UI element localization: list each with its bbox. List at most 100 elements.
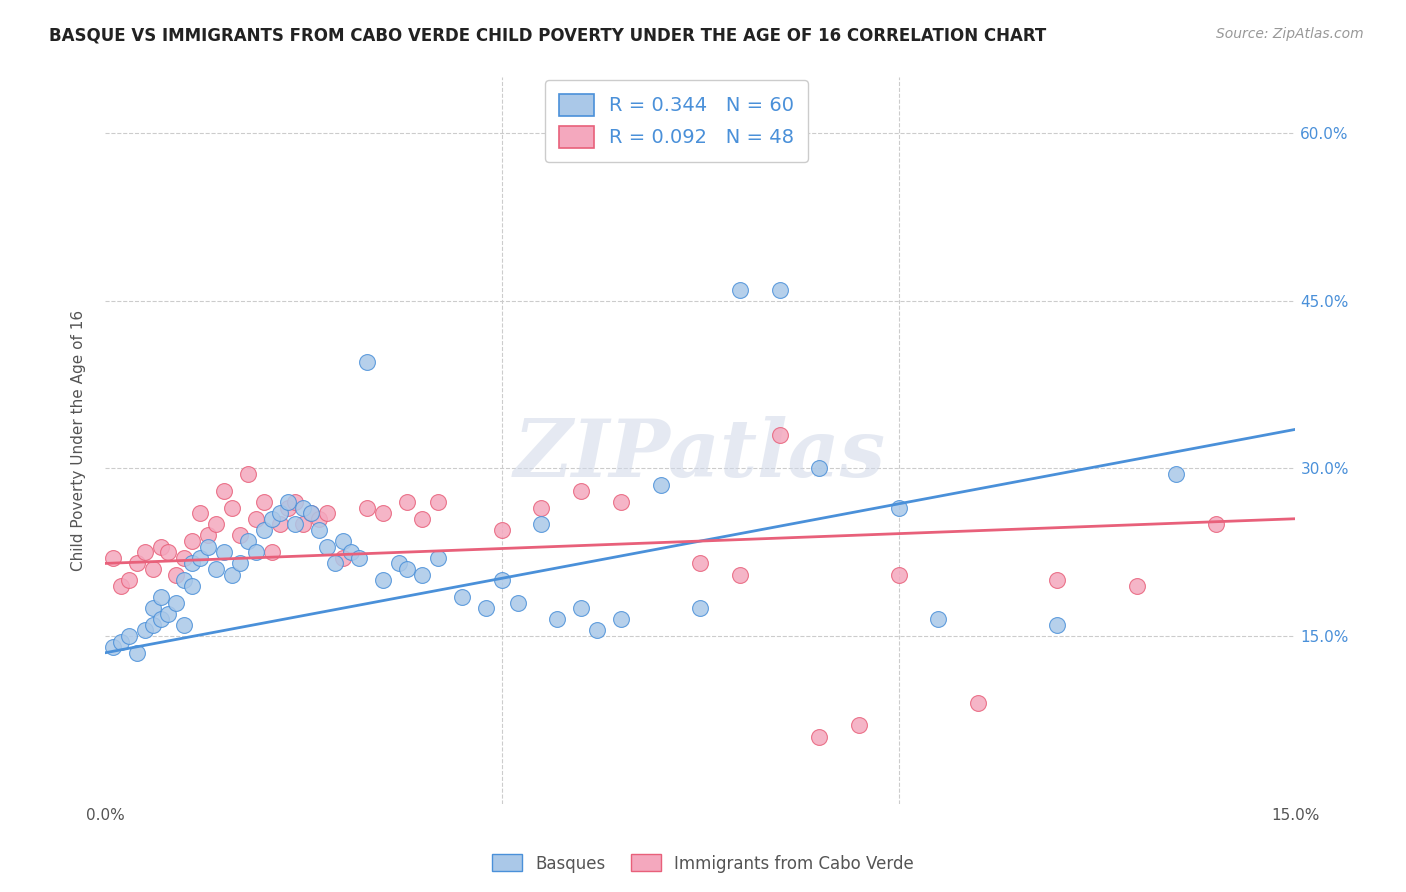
Point (292, 500, 315, 515)
Point (197, 540, 219, 554)
Point (356, 500, 378, 515)
Point (165, 595, 187, 609)
Point (134, 545, 156, 559)
Point (491, 573, 513, 587)
Point (236, 467, 259, 481)
Text: ZIPatlas: ZIPatlas (515, 417, 886, 494)
Point (205, 562, 228, 576)
Point (332, 550, 354, 565)
Point (253, 523, 276, 537)
Point (157, 545, 180, 559)
Point (142, 618, 165, 632)
Point (530, 500, 553, 515)
Point (1125, 579, 1147, 593)
Point (134, 624, 156, 638)
Point (650, 478, 672, 492)
Point (530, 517, 553, 532)
Point (284, 517, 307, 532)
Point (371, 573, 394, 587)
Point (157, 607, 180, 621)
Point (229, 528, 252, 542)
Point (316, 506, 339, 520)
Point (808, 461, 831, 475)
Point (125, 646, 148, 660)
Point (1166, 467, 1188, 481)
Point (308, 512, 330, 526)
Legend: Basques, Immigrants from Cabo Verde: Basques, Immigrants from Cabo Verde (485, 847, 921, 880)
Point (388, 557, 411, 571)
Point (142, 562, 165, 576)
Point (1046, 618, 1069, 632)
Point (173, 573, 195, 587)
Point (173, 618, 195, 632)
Point (475, 601, 498, 615)
Point (427, 495, 450, 509)
Point (269, 506, 291, 520)
Point (1046, 573, 1069, 587)
Point (188, 506, 211, 520)
Point (689, 601, 711, 615)
Legend: R = 0.344   N = 60, R = 0.092   N = 48: R = 0.344 N = 60, R = 0.092 N = 48 (546, 80, 808, 161)
Point (411, 512, 433, 526)
Point (967, 696, 990, 710)
Point (546, 612, 568, 626)
Point (149, 540, 172, 554)
Point (197, 528, 219, 542)
Point (245, 512, 267, 526)
Point (411, 567, 433, 582)
Point (323, 557, 346, 571)
Point (569, 483, 592, 498)
Point (299, 506, 322, 520)
Point (728, 567, 751, 582)
Point (728, 283, 751, 297)
Point (260, 512, 283, 526)
Point (284, 495, 307, 509)
Point (332, 534, 354, 549)
Point (308, 523, 330, 537)
Point (316, 540, 339, 554)
Point (610, 612, 633, 626)
Point (340, 545, 363, 559)
Point (181, 534, 204, 549)
Y-axis label: Child Poverty Under the Age of 16: Child Poverty Under the Age of 16 (72, 310, 86, 571)
Point (149, 590, 172, 604)
Point (229, 557, 252, 571)
Point (101, 550, 124, 565)
Point (927, 612, 949, 626)
Point (181, 557, 204, 571)
Point (221, 500, 243, 515)
Point (277, 500, 299, 515)
Point (277, 495, 299, 509)
Point (181, 579, 204, 593)
Point (1205, 517, 1227, 532)
Point (347, 550, 370, 565)
Point (427, 550, 450, 565)
Text: BASQUE VS IMMIGRANTS FROM CABO VERDE CHILD POVERTY UNDER THE AGE OF 16 CORRELATI: BASQUE VS IMMIGRANTS FROM CABO VERDE CHI… (49, 27, 1046, 45)
Point (395, 562, 418, 576)
Point (125, 557, 148, 571)
Point (212, 483, 235, 498)
Point (118, 573, 141, 587)
Point (610, 495, 633, 509)
Point (173, 550, 195, 565)
Point (299, 506, 322, 520)
Point (569, 601, 592, 615)
Point (212, 545, 235, 559)
Point (110, 634, 132, 648)
Point (149, 612, 172, 626)
Text: Source: ZipAtlas.com: Source: ZipAtlas.com (1216, 27, 1364, 41)
Point (395, 495, 418, 509)
Point (101, 640, 124, 655)
Point (848, 718, 870, 732)
Point (292, 517, 315, 532)
Point (371, 506, 394, 520)
Point (253, 495, 276, 509)
Point (110, 579, 132, 593)
Point (165, 567, 187, 582)
Point (887, 500, 910, 515)
Point (205, 517, 228, 532)
Point (586, 624, 609, 638)
Point (188, 550, 211, 565)
Point (887, 567, 910, 582)
Point (356, 355, 378, 369)
